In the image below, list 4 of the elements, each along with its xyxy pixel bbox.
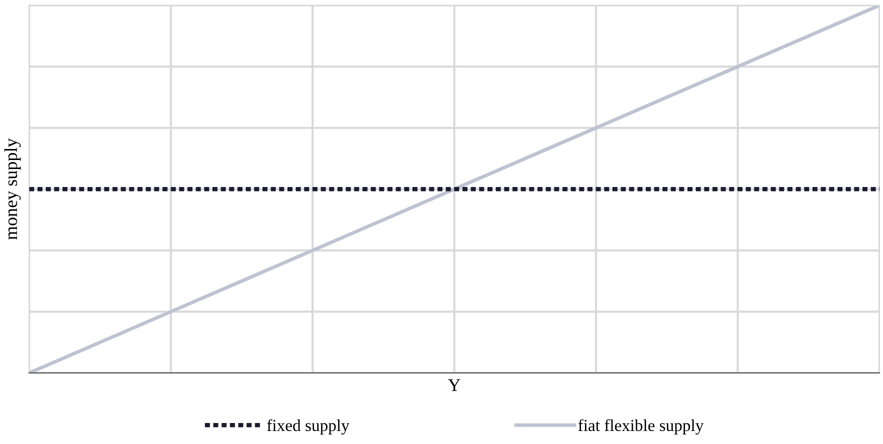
legend-label: fiat flexible supply (578, 419, 704, 435)
legend-label: fixed supply (267, 419, 350, 435)
x-axis-title: Y (448, 379, 460, 392)
y-axis-title: money supply (4, 138, 21, 240)
